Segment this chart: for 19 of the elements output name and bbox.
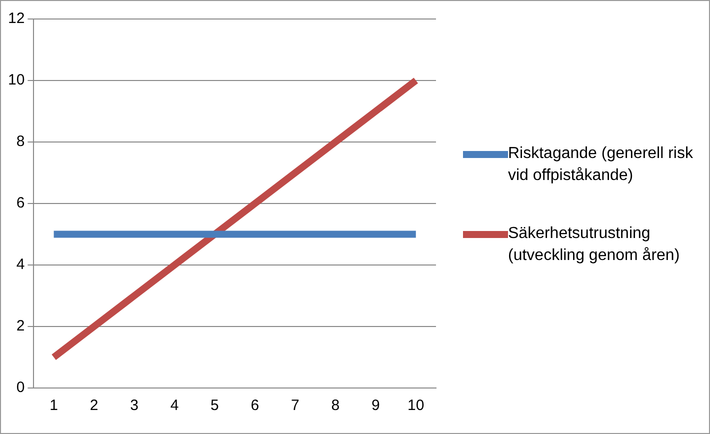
- y-tick-label: 8: [16, 133, 25, 150]
- y-tick-label: 12: [8, 10, 25, 28]
- y-tick-label: 4: [16, 256, 25, 274]
- y-tick-label: 0: [16, 379, 25, 396]
- legend-label: Risktagande (generell risk vid offpiståkande): [508, 144, 694, 186]
- x-tick-label: 5: [210, 397, 219, 414]
- x-tick-label: 3: [130, 397, 138, 414]
- y-tick-label: 6: [16, 194, 25, 212]
- legend-label: Säkerhetsutrustning (utveckling genom åren): [508, 224, 681, 266]
- x-tick-label: 4: [170, 397, 179, 414]
- x-tick-label: 1: [50, 397, 58, 414]
- x-tick-label: 9: [371, 397, 380, 414]
- x-tick-label: 10: [408, 397, 424, 414]
- x-tick-label: 6: [250, 397, 260, 414]
- x-tick-label: 7: [291, 397, 300, 414]
- y-tick-label: 2: [16, 318, 25, 335]
- x-tick-label: 8: [331, 397, 340, 414]
- x-tick-label: 2: [90, 397, 98, 414]
- y-tick-label: 10: [8, 72, 25, 89]
